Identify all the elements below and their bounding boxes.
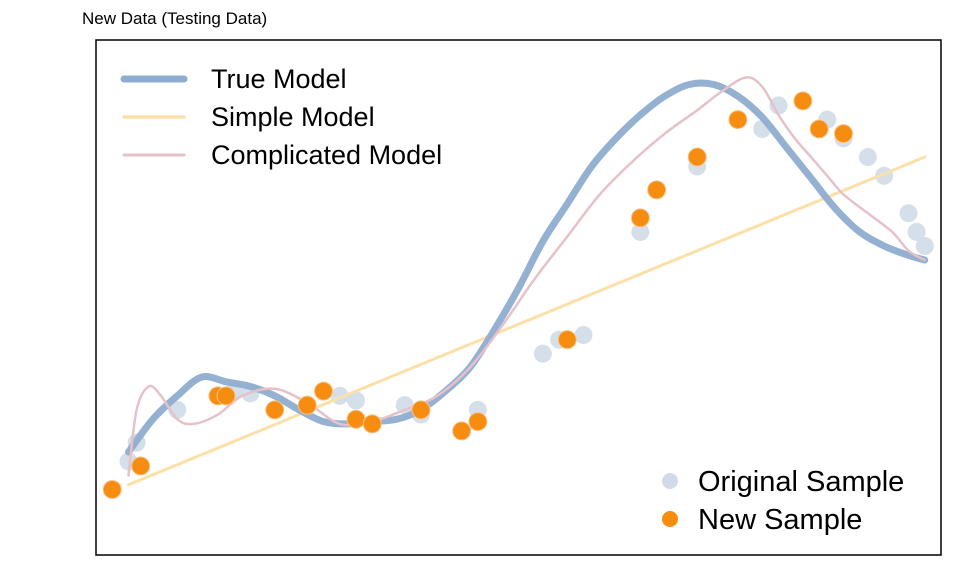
legend-top-left: True Model Simple Model Complicated Mode… [120, 64, 442, 170]
original-sample-point [631, 222, 650, 241]
simple-model-line [127, 155, 927, 487]
new-sample-point [630, 208, 650, 228]
original-sample-point [395, 396, 414, 415]
legend-label-complicated-model: Complicated Model [211, 140, 442, 170]
legend-label-original-sample: Original Sample [698, 466, 904, 498]
new-sample-point [793, 91, 813, 111]
original-sample-point [769, 96, 788, 115]
legend-marker-original-sample [662, 473, 678, 489]
original-sample-point [347, 391, 365, 410]
legend-marker-new-sample [662, 511, 678, 527]
new-sample-point [297, 395, 317, 415]
new-sample-point [647, 180, 667, 200]
legend-label-new-sample: New Sample [698, 504, 862, 536]
lines-layer [119, 76, 934, 487]
original-sample-point [858, 148, 877, 167]
new-sample-point [687, 147, 707, 167]
new-sample-point [809, 119, 829, 139]
new-sample-point [411, 400, 431, 420]
original-sample-point [533, 344, 552, 363]
new-sample-point [131, 456, 151, 476]
new-sample-point [452, 421, 472, 441]
new-sample-point [346, 409, 366, 429]
new-sample-point [468, 412, 488, 432]
chart-title: New Data (Testing Data) [82, 9, 267, 28]
new-sample-point [265, 400, 285, 420]
new-sample-point [102, 479, 122, 499]
new-sample-point [314, 381, 333, 401]
original-sample-point [574, 325, 593, 344]
legend-bottom-right: Original Sample New Sample [662, 466, 904, 536]
points-layer [102, 91, 853, 499]
original-sample-point [915, 237, 934, 255]
complicated-model-line [127, 76, 926, 477]
new-sample-point [216, 386, 236, 406]
new-sample-point [362, 414, 382, 434]
new-sample-point [728, 110, 748, 130]
true-model-line [125, 79, 929, 456]
plot-frame [95, 39, 942, 556]
legend-label-simple-model: Simple Model [211, 102, 375, 132]
original-sample-point [907, 222, 926, 241]
original-sample-point [899, 204, 918, 223]
new-sample-point [557, 330, 577, 350]
new-sample-point [834, 124, 853, 144]
legend-label-true-model: True Model [211, 64, 347, 94]
